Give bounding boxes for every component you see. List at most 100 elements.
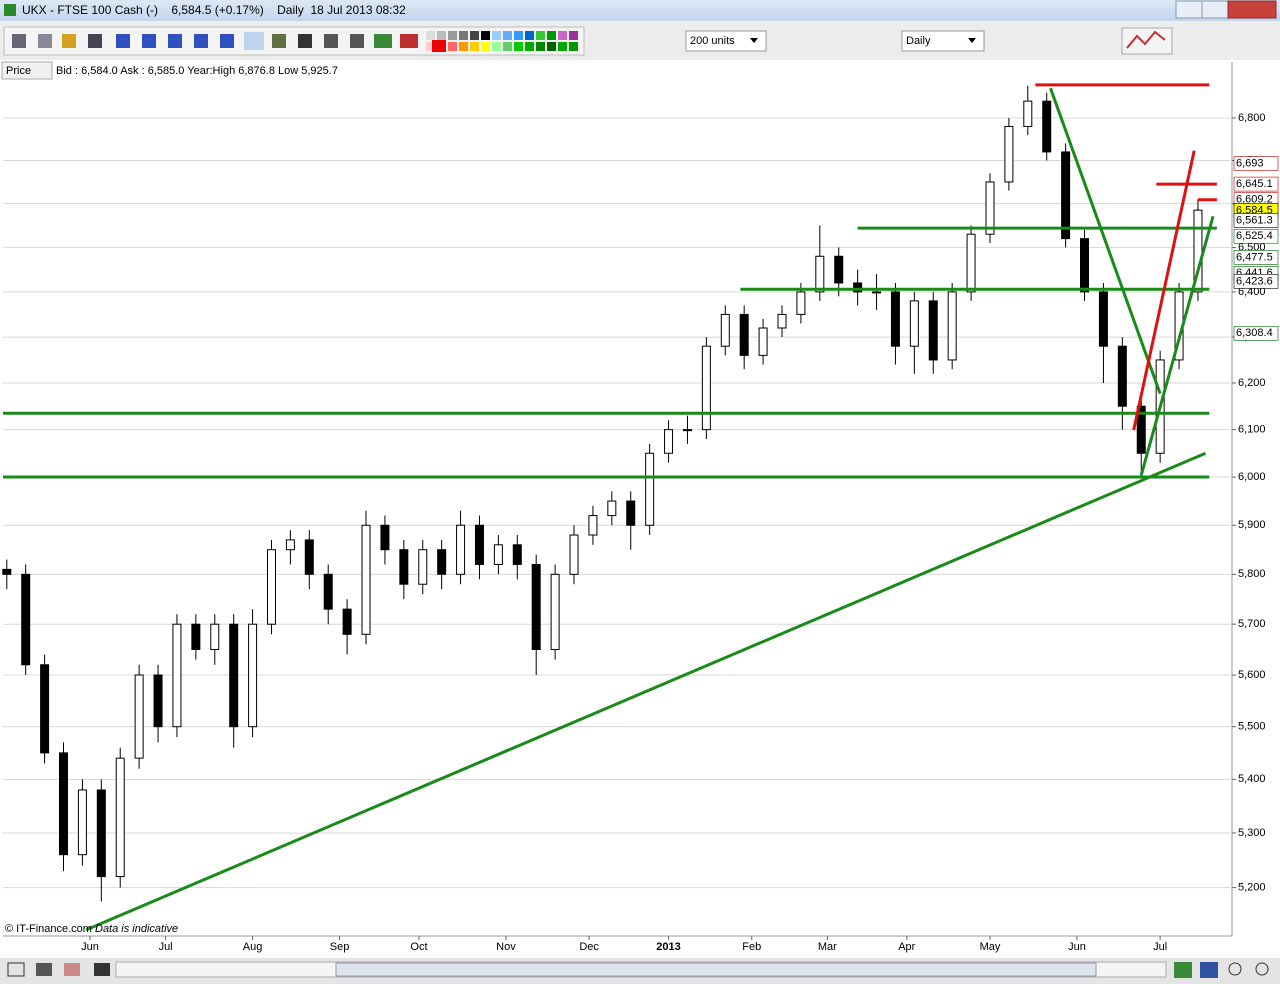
plot-area: 5,200 5,300 5,400 5,500 5,600 5,700 5,800 5,900… [2, 83, 1279, 953]
price-tag-label: 6,693 [1236, 157, 1264, 169]
swatch[interactable] [569, 42, 578, 51]
price-tag-label: 6,423.6 [1236, 275, 1273, 287]
tool-fib[interactable] [272, 34, 286, 48]
candle-body [153, 674, 163, 728]
tool-icons [12, 32, 418, 50]
scroll-thumb[interactable] [335, 962, 1097, 977]
candle-body [134, 674, 144, 759]
swatch[interactable] [426, 42, 435, 51]
tool-ray[interactable] [142, 34, 156, 48]
tool-hline[interactable] [168, 34, 182, 48]
delete-button[interactable] [64, 963, 80, 976]
y-tick-label: 5,700 [1238, 618, 1266, 630]
tool-ruler[interactable] [38, 34, 52, 48]
maximize-button[interactable] [1201, 0, 1229, 19]
swatch[interactable] [569, 31, 578, 40]
swatch[interactable] [459, 31, 468, 40]
swatch[interactable] [514, 31, 523, 40]
candle-body [966, 233, 976, 293]
tool-pattern[interactable] [400, 34, 418, 48]
units-dropdown[interactable] [685, 30, 767, 52]
candle-body [1080, 238, 1090, 293]
zoom-in-button[interactable] [1255, 962, 1269, 976]
tool-pointer[interactable] [12, 34, 26, 48]
layout-button[interactable] [94, 963, 110, 976]
candle-body [531, 563, 541, 650]
swatch[interactable] [558, 31, 567, 40]
swatch[interactable] [547, 31, 556, 40]
swatch[interactable] [503, 31, 512, 40]
swatch[interactable] [525, 31, 534, 40]
candle-body [380, 524, 390, 551]
swatch[interactable] [448, 42, 457, 51]
swatch[interactable] [426, 31, 435, 40]
tool-channel[interactable] [220, 34, 234, 48]
y-tick-label: 5,200 [1238, 882, 1266, 894]
candle-body [1117, 345, 1127, 407]
x-tick-label: Dec [579, 941, 599, 953]
y-tick-label: 6,800 [1238, 112, 1266, 124]
tool-vline[interactable] [194, 34, 208, 48]
candle-body [21, 573, 31, 666]
price-tab[interactable] [1, 61, 53, 80]
candle-body [1023, 100, 1033, 127]
swatch[interactable] [470, 42, 479, 51]
interval-dropdown[interactable] [901, 30, 985, 52]
x-tick-label: Oct [410, 941, 427, 953]
price-tag-box [1233, 325, 1279, 341]
tool-alert[interactable] [62, 34, 76, 48]
price-tag-box [1233, 176, 1279, 192]
x-tick-label: Feb [742, 941, 761, 953]
close-button[interactable] [1227, 0, 1277, 19]
price-tag-label: 6,308.4 [1236, 327, 1273, 339]
tool-text[interactable] [298, 34, 312, 48]
swatch[interactable] [448, 31, 457, 40]
candle-body [607, 500, 617, 517]
swatch[interactable] [459, 42, 468, 51]
swatch[interactable] [536, 31, 545, 40]
mail-button[interactable] [7, 962, 25, 977]
candle-body [928, 300, 938, 361]
zoom-out-button[interactable] [1228, 962, 1242, 976]
y-tick-label: 5,900 [1238, 519, 1266, 531]
swatch[interactable] [481, 31, 490, 40]
swatch[interactable] [558, 42, 567, 51]
tool-line[interactable] [116, 34, 130, 48]
swatch[interactable] [503, 42, 512, 51]
price-tag-label: 6,561.3 [1236, 214, 1273, 226]
swatch[interactable] [470, 31, 479, 40]
swatch[interactable] [536, 42, 545, 51]
swatch[interactable] [547, 42, 556, 51]
zoom-fit-button[interactable] [1200, 962, 1218, 978]
swatch[interactable] [492, 42, 501, 51]
candle-body [985, 181, 995, 235]
y-tick-label: 5,400 [1238, 773, 1266, 785]
x-tick-label: Aug [243, 941, 263, 953]
y-tick-label: 5,800 [1238, 568, 1266, 580]
swatch[interactable] [525, 42, 534, 51]
candle-body [796, 291, 806, 315]
swatch[interactable] [481, 42, 490, 51]
x-tick-label: Jun [81, 941, 99, 953]
indicator-button[interactable] [1174, 962, 1192, 978]
swatch[interactable] [492, 31, 501, 40]
tool-delete[interactable] [350, 34, 364, 48]
swatch[interactable] [514, 42, 523, 51]
candle-body [77, 789, 87, 856]
tool-settings[interactable] [324, 34, 338, 48]
print-button[interactable] [36, 963, 52, 976]
footer-source: © IT-Finance.com [5, 923, 92, 935]
x-tick-label: 2013 [656, 941, 680, 953]
tool-trend[interactable] [244, 32, 264, 50]
swatch-selected[interactable] [432, 40, 446, 52]
tool-indicator[interactable] [374, 34, 392, 48]
minimize-button[interactable] [1175, 0, 1203, 19]
drawn-line [1049, 87, 1162, 395]
candle-body [361, 524, 371, 635]
tool-zoom[interactable] [88, 34, 102, 48]
swatch[interactable] [437, 31, 446, 40]
candle-body [437, 549, 447, 575]
candle-body [909, 300, 919, 347]
candle-body [701, 345, 711, 431]
